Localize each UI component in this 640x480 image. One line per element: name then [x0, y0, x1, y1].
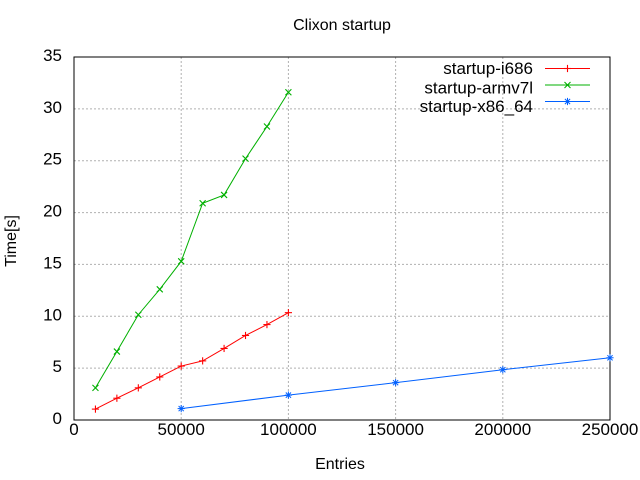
svg-text:30: 30: [43, 98, 62, 117]
svg-text:Time[s]: Time[s]: [3, 215, 20, 267]
svg-text:35: 35: [43, 46, 62, 65]
svg-text:150000: 150000: [367, 420, 424, 439]
svg-text:0: 0: [69, 420, 78, 439]
svg-text:10: 10: [43, 305, 62, 324]
svg-text:25: 25: [43, 150, 62, 169]
svg-text:100000: 100000: [260, 420, 317, 439]
svg-text:Clixon startup: Clixon startup: [293, 17, 391, 34]
svg-text:0: 0: [53, 409, 62, 428]
svg-text:200000: 200000: [474, 420, 531, 439]
svg-text:startup-x86_64: startup-x86_64: [420, 97, 533, 116]
svg-text:Entries: Entries: [315, 456, 365, 473]
svg-text:15: 15: [43, 253, 62, 272]
svg-text:50000: 50000: [158, 420, 205, 439]
svg-text:250000: 250000: [582, 420, 639, 439]
svg-text:5: 5: [53, 357, 62, 376]
svg-text:startup-i686: startup-i686: [443, 59, 533, 78]
svg-text:20: 20: [43, 202, 62, 221]
svg-text:startup-armv7l: startup-armv7l: [424, 79, 533, 98]
